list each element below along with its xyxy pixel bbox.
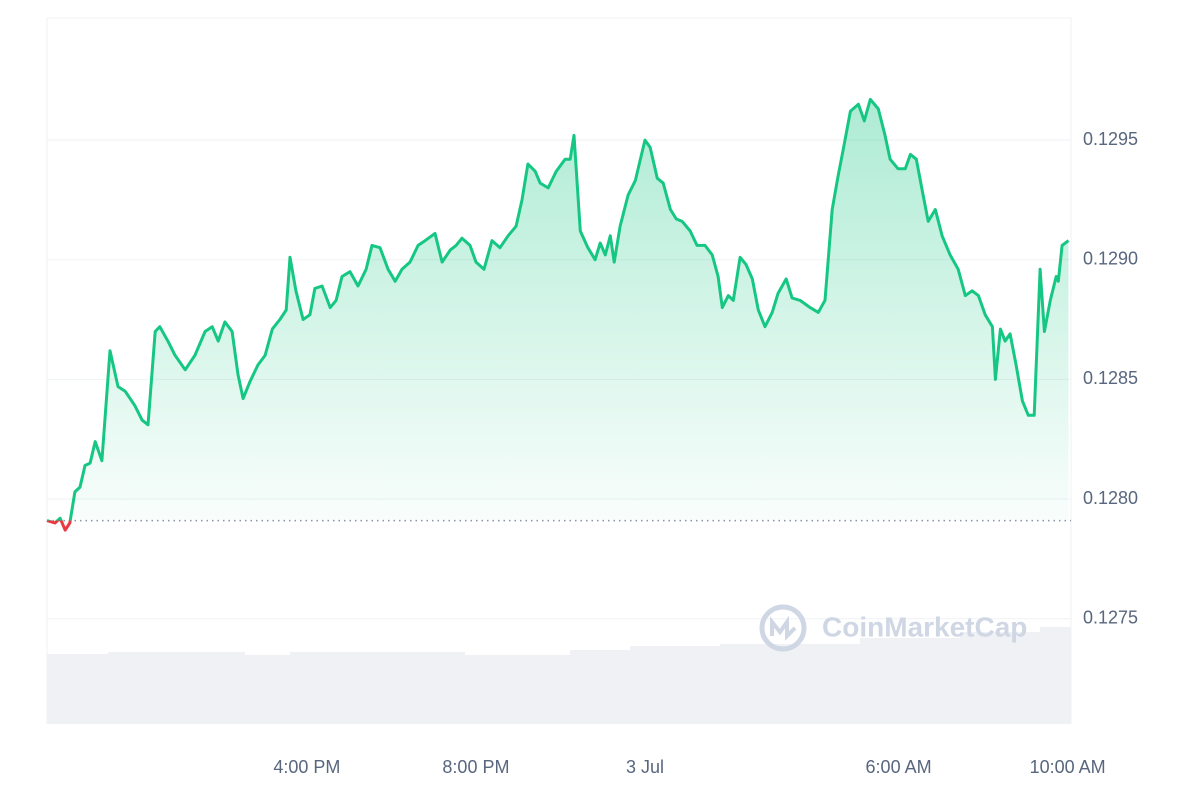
area-fill [47,99,1069,531]
x-tick-label: 10:00 AM [1030,757,1106,777]
x-tick-label: 8:00 PM [442,757,509,777]
y-tick-label: 0.1280 [1083,488,1138,508]
x-tick-label: 4:00 PM [273,757,340,777]
x-tick-label: 3 Jul [626,757,664,777]
volume-backdrop [47,627,1071,724]
watermark-logo [759,604,807,652]
y-tick-label: 0.1290 [1083,248,1138,268]
x-tick-label: 6:00 AM [866,757,932,777]
y-tick-label: 0.1295 [1083,129,1138,149]
y-tick-label: 0.1285 [1083,368,1138,388]
y-tick-label: 0.1275 [1083,607,1138,627]
watermark: CoinMarketCap [822,611,1027,642]
price-line [46,97,1070,532]
